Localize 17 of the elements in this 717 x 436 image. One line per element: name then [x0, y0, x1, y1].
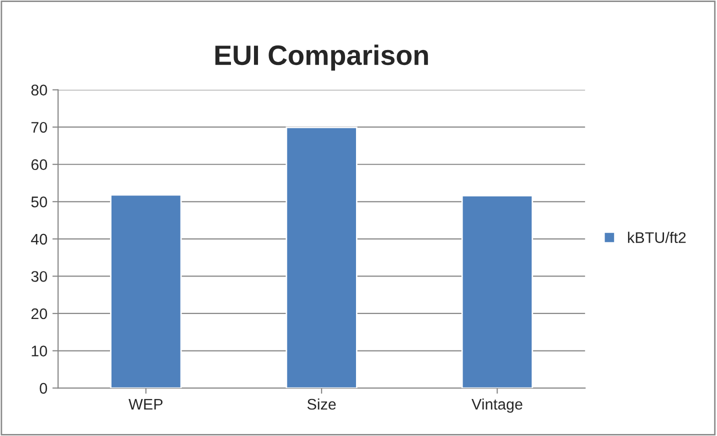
x-tick-label: Size [307, 398, 336, 410]
legend-label: kBTU/ft2 [628, 232, 686, 244]
y-tick-label: 70 [31, 122, 48, 133]
y-tick-label: 0 [40, 382, 48, 394]
x-tick-label: WEP [128, 399, 162, 410]
y-tick-label: 60 [31, 159, 48, 170]
x-tick-label: Vintage [472, 398, 522, 413]
y-tick-label: 80 [31, 84, 48, 96]
y-tick-label: 40 [31, 234, 48, 245]
y-tick-label: 50 [31, 196, 48, 208]
y-tick-label: 20 [31, 308, 48, 320]
chart-title: EUI Comparison [215, 44, 428, 71]
y-tick-label: 30 [31, 271, 48, 282]
y-tick-label: 10 [32, 346, 48, 356]
bar [461, 194, 534, 388]
bar [110, 194, 182, 388]
bar [286, 126, 358, 388]
